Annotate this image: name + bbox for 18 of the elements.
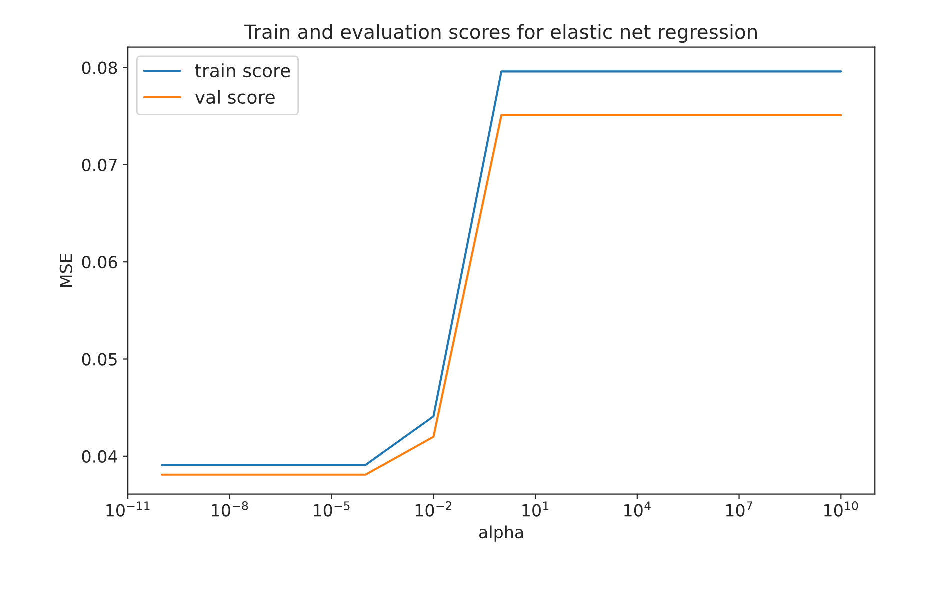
y-tick-label: 0.08 xyxy=(82,62,118,74)
chart-title: Train and evaluation scores for elastic net regression xyxy=(244,24,758,44)
y-tick-label: 0.07 xyxy=(82,158,117,172)
legend-label: val score xyxy=(195,90,275,104)
x-tick-label: 10$^{10}$ xyxy=(824,502,858,517)
x-tick-label: 10$^{−11}$ xyxy=(106,502,150,517)
y-tick-label: 0.04 xyxy=(82,450,118,463)
y-axis-title: MSE xyxy=(60,254,72,287)
x-tick-label: 10$^{1}$ xyxy=(522,502,549,517)
y-tick-label: 0.06 xyxy=(82,256,118,269)
x-tick-label: 10$^{−2}$ xyxy=(416,502,452,517)
x-tick-label: 10$^{−8}$ xyxy=(212,502,248,517)
y-tick-label: 0.05 xyxy=(82,353,117,366)
x-tick-label: 10$^{4}$ xyxy=(624,502,651,517)
x-tick-label: 10$^{7}$ xyxy=(726,502,752,517)
legend-label: train score xyxy=(195,64,290,78)
x-axis-title: alpha xyxy=(479,526,524,542)
x-tick-label: 10$^{−5}$ xyxy=(314,502,350,517)
